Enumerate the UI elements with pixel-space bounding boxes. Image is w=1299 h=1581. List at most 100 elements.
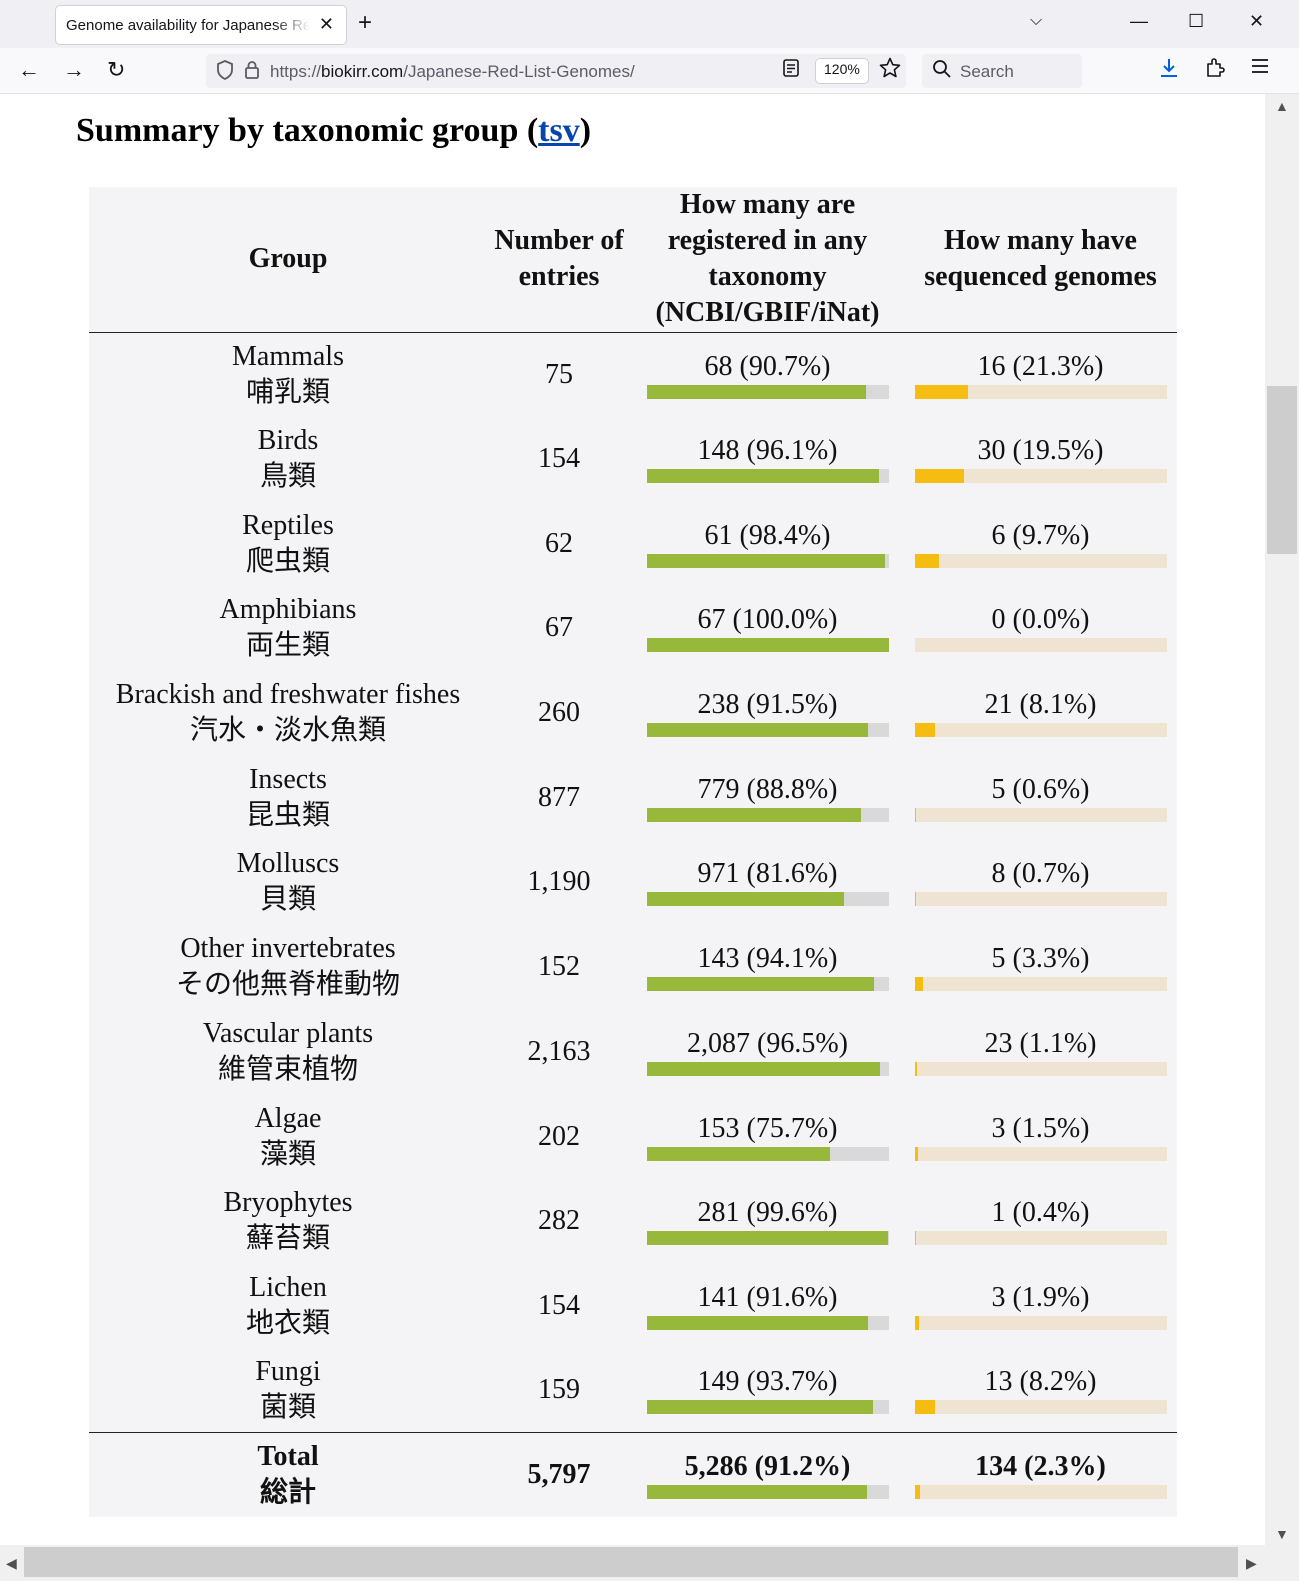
minimize-window-icon[interactable]: — bbox=[1130, 11, 1148, 31]
tsv-download-link[interactable]: tsv bbox=[538, 112, 580, 149]
registered-cell: 67 (100.0%) bbox=[631, 586, 904, 671]
registered-cell: 5,286 (91.2%) bbox=[631, 1432, 904, 1517]
vertical-scrollbar-thumb[interactable] bbox=[1267, 386, 1297, 554]
hamburger-menu-icon[interactable] bbox=[1250, 56, 1270, 82]
table-row: Bryophytes 蘚苔類 282 281 (99.6%) 1 (0.4%) bbox=[89, 1179, 1177, 1264]
active-tab[interactable]: Genome availability for Japanese Red Lis… bbox=[56, 6, 346, 44]
url-path: /Japanese-Red-List-Genomes/ bbox=[403, 62, 635, 81]
registered-label: 68 (90.7%) bbox=[704, 350, 831, 382]
registered-progress-fill bbox=[646, 892, 844, 907]
registered-progress-track bbox=[646, 1231, 889, 1246]
group-cell: Algae 藻類 bbox=[89, 1094, 487, 1179]
group-cell: Birds 鳥類 bbox=[89, 417, 487, 502]
table-header-row: Group Number of entries How many are reg… bbox=[89, 187, 1177, 333]
sequenced-label: 21 (8.1%) bbox=[984, 689, 1097, 721]
list-all-tabs-icon[interactable]: ⌵ bbox=[1030, 12, 1043, 29]
group-name-en: Fungi bbox=[255, 1356, 321, 1388]
url-text[interactable]: https://biokirr.com/Japanese-Red-List-Ge… bbox=[270, 62, 635, 82]
reader-view-icon[interactable] bbox=[782, 58, 800, 84]
sequenced-progress-fill bbox=[914, 892, 917, 907]
sequenced-progress-fill bbox=[914, 384, 969, 399]
registered-label: 5,286 (91.2%) bbox=[684, 1451, 851, 1483]
header-entries: Number of entries bbox=[487, 187, 631, 333]
close-tab-icon[interactable]: ✕ bbox=[318, 14, 334, 34]
horizontal-scrollbar-thumb[interactable] bbox=[24, 1547, 1238, 1577]
registered-progress-fill bbox=[646, 977, 875, 992]
back-arrow-icon[interactable]: ← bbox=[18, 57, 40, 82]
maximize-window-icon[interactable]: ☐ bbox=[1188, 11, 1205, 31]
vertical-scrollbar-track[interactable] bbox=[1265, 94, 1299, 1545]
table-row: Molluscs 貝類 1,190 971 (81.6%) 8 (0.7%) bbox=[89, 840, 1177, 925]
registered-progress-fill bbox=[646, 553, 885, 568]
extensions-icon[interactable] bbox=[1204, 56, 1226, 84]
table-row: Other invertebrates その他無脊椎動物 152 143 (94.1%… bbox=[89, 925, 1177, 1010]
scroll-up-arrow-icon[interactable]: ▲ bbox=[1275, 98, 1289, 114]
group-cell: Total 総計 bbox=[89, 1432, 487, 1517]
table-row: Vascular plants 維管束植物 2,163 2,087 (96.5%) 23… bbox=[89, 1010, 1177, 1095]
sequenced-progress-track bbox=[914, 553, 1167, 568]
new-tab-button[interactable]: + bbox=[358, 9, 373, 36]
star-icon[interactable] bbox=[878, 56, 902, 86]
scroll-down-arrow-icon[interactable]: ▼ bbox=[1275, 1526, 1289, 1542]
table-row: Reptiles 爬虫類 62 61 (98.4%) 6 (9.7%) bbox=[89, 501, 1177, 586]
group-cell: Insects 昆虫類 bbox=[89, 755, 487, 840]
scroll-left-arrow-icon[interactable]: ◀ bbox=[6, 1555, 17, 1571]
group-cell: Lichen 地衣類 bbox=[89, 1264, 487, 1349]
lock-icon[interactable] bbox=[244, 60, 260, 85]
registered-progress-track bbox=[646, 807, 889, 822]
close-window-icon[interactable]: ✕ bbox=[1249, 11, 1265, 31]
registered-progress-track bbox=[646, 1400, 889, 1415]
group-name-ja: 爬虫類 bbox=[245, 545, 330, 577]
group-cell: Bryophytes 蘚苔類 bbox=[89, 1179, 487, 1264]
registered-cell: 779 (88.8%) bbox=[631, 755, 904, 840]
sequenced-label: 134 (2.3%) bbox=[975, 1451, 1106, 1483]
registered-label: 238 (91.5%) bbox=[697, 689, 838, 721]
sequenced-progress-track bbox=[914, 977, 1167, 992]
group-name-en: Lichen bbox=[249, 1271, 327, 1303]
sequenced-label: 6 (9.7%) bbox=[991, 519, 1090, 551]
forward-arrow-icon[interactable]: → bbox=[63, 57, 85, 82]
sequenced-cell: 5 (3.3%) bbox=[904, 925, 1177, 1010]
registered-cell: 281 (99.6%) bbox=[631, 1179, 904, 1264]
header-sequenced: How many have sequenced genomes bbox=[904, 187, 1177, 333]
scroll-right-arrow-icon[interactable]: ▶ bbox=[1246, 1555, 1257, 1571]
download-icon[interactable] bbox=[1158, 57, 1180, 85]
shield-icon[interactable] bbox=[216, 60, 234, 85]
group-cell: Fungi 菌類 bbox=[89, 1348, 487, 1433]
registered-progress-fill bbox=[646, 1400, 874, 1415]
table-row: Brackish and freshwater fishes 汽水・淡水魚類 260… bbox=[89, 671, 1177, 756]
registered-progress-track bbox=[646, 1146, 889, 1161]
entries-cell: 2,163 bbox=[527, 1035, 591, 1067]
sequenced-cell: 1 (0.4%) bbox=[904, 1179, 1177, 1264]
sequenced-progress-track bbox=[914, 1231, 1167, 1246]
sequenced-progress-fill bbox=[914, 1315, 920, 1330]
sequenced-progress-track bbox=[914, 1146, 1167, 1161]
sequenced-label: 3 (1.9%) bbox=[991, 1281, 1090, 1313]
sequenced-label: 30 (19.5%) bbox=[977, 435, 1104, 467]
sequenced-progress-fill bbox=[914, 469, 964, 484]
group-cell: Mammals 哺乳類 bbox=[89, 332, 487, 417]
group-cell: Other invertebrates その他無脊椎動物 bbox=[89, 925, 487, 1010]
registered-cell: 149 (93.7%) bbox=[631, 1348, 904, 1433]
group-name-en: Vascular plants bbox=[202, 1017, 374, 1049]
registered-cell: 971 (81.6%) bbox=[631, 840, 904, 925]
sequenced-cell: 16 (21.3%) bbox=[904, 332, 1177, 417]
registered-cell: 143 (94.1%) bbox=[631, 925, 904, 1010]
entries-cell: 67 bbox=[545, 612, 573, 644]
zoom-level-badge[interactable]: 120% bbox=[816, 59, 868, 83]
group-name-en: Amphibians bbox=[219, 594, 357, 626]
group-cell: Brackish and freshwater fishes 汽水・淡水魚類 bbox=[89, 671, 487, 756]
group-name-ja: 鳥類 bbox=[259, 461, 316, 493]
registered-progress-track bbox=[646, 638, 889, 653]
registered-cell: 238 (91.5%) bbox=[631, 671, 904, 756]
sequenced-label: 5 (0.6%) bbox=[991, 773, 1090, 805]
group-name-ja: 菌類 bbox=[259, 1392, 316, 1424]
sequenced-progress-fill bbox=[914, 1146, 919, 1161]
group-name-ja: 貝類 bbox=[259, 884, 316, 916]
heading-text: Summary by taxonomic group ( bbox=[76, 112, 539, 149]
address-bar[interactable]: https://biokirr.com/Japanese-Red-List-Ge… bbox=[206, 54, 906, 88]
sequenced-label: 16 (21.3%) bbox=[977, 350, 1104, 382]
search-field[interactable]: Search bbox=[922, 54, 1082, 88]
reload-icon[interactable]: ↻ bbox=[107, 57, 126, 82]
registered-cell: 61 (98.4%) bbox=[631, 501, 904, 586]
